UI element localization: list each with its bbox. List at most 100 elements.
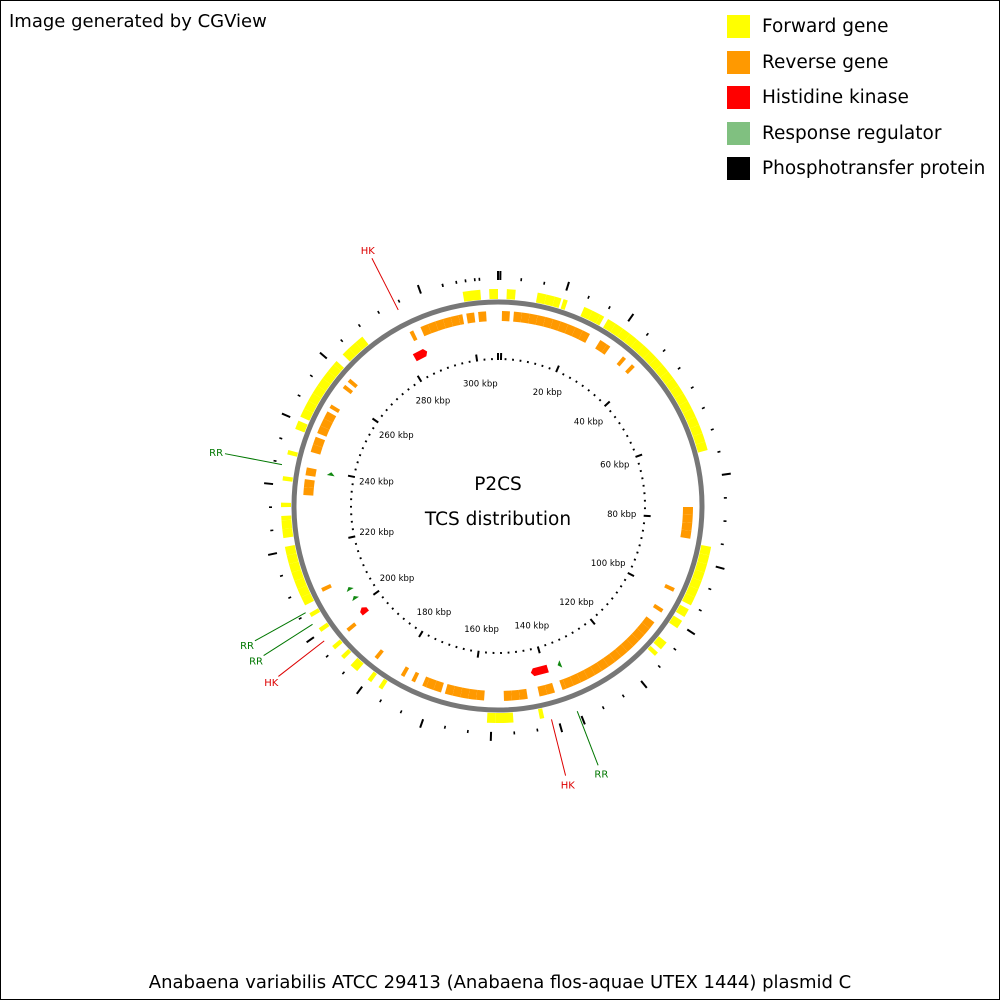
outer-tick (721, 472, 731, 476)
reverse-gene (641, 616, 655, 629)
reverse-gene (557, 321, 569, 334)
forward-gene (686, 416, 700, 429)
forward-gene (308, 393, 322, 406)
forward-gene (637, 345, 651, 359)
forward-gene (322, 371, 336, 385)
forward-gene (692, 569, 705, 582)
outer-tick (397, 299, 401, 303)
scale-tick (598, 398, 602, 402)
reverse-gene (559, 679, 567, 690)
reverse-gene (313, 436, 326, 448)
outer-tick (677, 366, 681, 370)
kbp-label: 60 kbp (600, 460, 629, 470)
outer-tick (441, 283, 444, 287)
annotation-leader (278, 640, 325, 677)
scale-tick (622, 428, 625, 431)
map-center-subtitle: TCS distribution (424, 509, 571, 530)
reverse-gene (596, 658, 609, 671)
reverse-gene (501, 311, 510, 322)
scale-tick (603, 400, 611, 407)
reverse-gene-swatch (727, 50, 750, 74)
outer-tick (379, 699, 383, 703)
annotation-label: RR (240, 641, 254, 652)
outer-tick (645, 332, 649, 337)
legend-item-response-regulator: Response regulator (727, 116, 985, 152)
reverse-gene (518, 688, 528, 700)
scale-tick (348, 535, 356, 539)
scale-tick (635, 453, 643, 458)
histidine-kinase (412, 349, 428, 362)
scale-tick (358, 453, 362, 457)
histidine-kinase-swatch (727, 86, 750, 110)
scale-tick (575, 380, 578, 384)
forward-gene (291, 569, 304, 582)
scale-tick (371, 417, 379, 424)
annotation-label: HK (264, 678, 279, 689)
reverse-gene (452, 685, 463, 698)
outer-tick (673, 647, 677, 651)
outer-tick (281, 412, 291, 419)
forward-gene (669, 615, 683, 629)
scale-tick (623, 578, 627, 582)
forward-gene (699, 544, 712, 556)
phosphotransfer-protein-swatch (727, 157, 750, 181)
outer-tick (377, 310, 381, 315)
scale-tick (402, 617, 406, 621)
forward-gene (697, 553, 710, 565)
kbp-label: 180 kbp (417, 608, 452, 618)
scale-tick (625, 434, 629, 438)
scale-tick (587, 388, 591, 392)
outer-tick (717, 450, 721, 453)
forward-gene (689, 577, 702, 590)
scale-tick (562, 373, 565, 376)
reverse-gene (652, 603, 664, 613)
reverse-gene (576, 670, 589, 683)
reverse-gene (310, 444, 323, 455)
forward-gene (355, 336, 369, 350)
forward-gene (462, 289, 482, 302)
reverse-gene (583, 666, 596, 679)
outer-tick (399, 710, 403, 714)
outer-tick (309, 374, 314, 378)
reverse-gene (444, 683, 455, 696)
scale-tick (627, 571, 635, 577)
outer-tick (325, 654, 329, 658)
outer-tick (607, 305, 611, 310)
forward-gene (286, 553, 299, 565)
reverse-gene-track (303, 311, 693, 701)
outer-tick (297, 394, 301, 398)
reverse-gene (317, 425, 330, 437)
reverse-gene (374, 649, 384, 660)
annotation-leader (224, 453, 283, 466)
outer-tick (279, 437, 283, 440)
histidine-kinase (530, 664, 549, 677)
forward-gene (552, 296, 562, 309)
reverse-gene (601, 344, 611, 355)
forward-gene (348, 342, 363, 356)
kbp-label: 200 kbp (380, 574, 415, 584)
forward-gene (333, 361, 344, 371)
scale-tick (386, 601, 389, 605)
reverse-gene (460, 687, 470, 699)
scale-tick (432, 372, 436, 375)
forward-gene (309, 608, 321, 618)
scale-tick (368, 433, 371, 436)
reverse-gene (626, 633, 640, 647)
reverse-gene (342, 384, 354, 395)
scale-tick (455, 645, 458, 649)
reverse-gene (542, 316, 554, 329)
scale-tick (453, 364, 457, 367)
annotation-leader (254, 612, 306, 642)
forward-gene (495, 712, 514, 723)
outer-tick (288, 596, 292, 599)
scale-tick (548, 367, 551, 370)
outer-tick (701, 406, 706, 410)
forward-gene (294, 577, 307, 590)
reverse-gene (468, 688, 478, 700)
reverse-gene (435, 318, 446, 331)
reverse-gene (466, 312, 476, 324)
reverse-gene (305, 467, 317, 477)
reverse-gene (603, 653, 616, 667)
reverse-gene (411, 671, 420, 683)
reverse-gene (400, 666, 410, 677)
